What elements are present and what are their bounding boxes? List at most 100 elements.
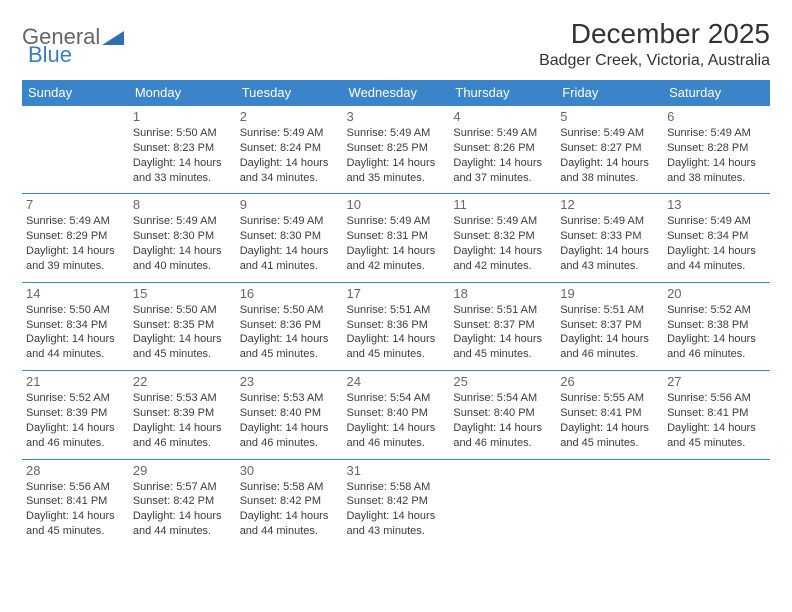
daylight-text-1: Daylight: 14 hours: [453, 244, 552, 259]
sunrise-text: Sunrise: 5:49 AM: [133, 214, 232, 229]
day-number: 29: [133, 463, 232, 478]
calendar-cell: 11Sunrise: 5:49 AMSunset: 8:32 PMDayligh…: [449, 194, 556, 282]
calendar-cell: 5Sunrise: 5:49 AMSunset: 8:27 PMDaylight…: [556, 106, 663, 194]
brand-triangle-icon: [102, 29, 124, 45]
day-number: 13: [667, 197, 766, 212]
calendar-body: 1 Sunrise: 5:50 AMSunset: 8:23 PMDaylight…: [22, 106, 770, 547]
sunrise-text: Sunrise: 5:50 AM: [26, 303, 125, 318]
day-number: 21: [26, 374, 125, 389]
calendar-week-row: 28 Sunrise: 5:56 AMSunset: 8:41 PM Dayligh…: [22, 459, 770, 547]
day-info: Sunrise: 5:49 AMSunset: 8:30 PMDaylight:…: [133, 214, 232, 273]
sunrise-text: Sunrise: 5:49 AM: [560, 126, 659, 141]
day-header: Sunday: [22, 80, 129, 106]
daylight-text-2: and 46 minutes.: [26, 436, 125, 451]
daylight-text-1: Daylight: 14 hours: [133, 244, 232, 259]
daylight-text-1: Daylight: 14 hours: [560, 156, 659, 171]
calendar-cell: 26Sunrise: 5:55 AMSunset: 8:41 PMDayligh…: [556, 371, 663, 459]
daylight-text-2: and 46 minutes.: [240, 436, 339, 451]
sunrise-text: Sunrise: 5:53 AM: [240, 391, 339, 406]
day-info: Sunrise: 5:56 AMSunset: 8:41 PMDaylight:…: [667, 391, 766, 450]
daylight-text-2: and 38 minutes.: [560, 171, 659, 186]
daylight-text-1: Daylight: 14 hours: [560, 332, 659, 347]
day-number: 14: [26, 286, 125, 301]
daylight-text-2: and 46 minutes.: [667, 347, 766, 362]
sunset-text: Sunset: 8:27 PM: [560, 141, 659, 156]
day-number: 8: [133, 197, 232, 212]
sunset-text: Sunset: 8:31 PM: [347, 229, 446, 244]
sunrise-text: Sunrise: 5:51 AM: [347, 303, 446, 318]
calendar-cell: 14 Sunrise: 5:50 AMSunset: 8:34 PMDayligh…: [22, 282, 129, 370]
daylight-text-1: Daylight: 14 hours: [560, 421, 659, 436]
day-info: Sunrise: 5:58 AMSunset: 8:42 PMDaylight:…: [240, 480, 339, 539]
calendar-week-row: 14Sunrise: 5:50 AMSunset: 8:34 PMDayligh…: [22, 282, 770, 370]
day-number: 31: [347, 463, 446, 478]
calendar-cell: 27Sunrise: 5:56 AMSunset: 8:41 PMDayligh…: [663, 371, 770, 459]
sunrise-text: Sunrise: 5:50 AM: [240, 303, 339, 318]
day-info: Sunrise: 5:52 AMSunset: 8:39 PMDaylight:…: [26, 391, 125, 450]
calendar-cell: 25Sunrise: 5:54 AMSunset: 8:40 PMDayligh…: [449, 371, 556, 459]
sunset-text: Sunset: 8:29 PM: [26, 229, 125, 244]
sunset-text: Sunset: 8:34 PM: [26, 318, 125, 333]
sunset-text: Sunset: 8:42 PM: [133, 494, 232, 509]
calendar-cell: 31Sunrise: 5:58 AMSunset: 8:42 PMDayligh…: [343, 459, 450, 547]
day-number: 3: [347, 109, 446, 124]
day-number: 9: [240, 197, 339, 212]
sunrise-text: Sunrise: 5:54 AM: [453, 391, 552, 406]
day-number: 18: [453, 286, 552, 301]
sunset-text: Sunset: 8:37 PM: [560, 318, 659, 333]
day-info: Sunrise: 5:49 AMSunset: 8:27 PMDaylight:…: [560, 126, 659, 185]
day-info: Sunrise: 5:49 AMSunset: 8:24 PMDaylight:…: [240, 126, 339, 185]
daylight-text-2: and 45 minutes.: [26, 524, 125, 539]
calendar-cell: 1 Sunrise: 5:50 AMSunset: 8:23 PMDaylight…: [129, 106, 236, 194]
day-info: Sunrise: 5:50 AMSunset: 8:36 PMDaylight:…: [240, 303, 339, 362]
daylight-text-1: Daylight: 14 hours: [240, 156, 339, 171]
daylight-text-2: and 40 minutes.: [133, 259, 232, 274]
day-info: Sunrise: 5:49 AMSunset: 8:31 PMDaylight:…: [347, 214, 446, 273]
calendar-head: SundayMondayTuesdayWednesdayThursdayFrid…: [22, 80, 770, 106]
day-info: Sunrise: 5:51 AMSunset: 8:37 PMDaylight:…: [453, 303, 552, 362]
calendar-week-row: 1 Sunrise: 5:50 AMSunset: 8:23 PMDaylight…: [22, 106, 770, 194]
daylight-text-1: Daylight: 14 hours: [667, 332, 766, 347]
calendar-cell: 17 Sunrise: 5:51 AMSunset: 8:36 PMDayligh…: [343, 282, 450, 370]
daylight-text-1: Daylight: 14 hours: [133, 332, 232, 347]
sunrise-text: Sunrise: 5:58 AM: [240, 480, 339, 495]
day-header: Wednesday: [343, 80, 450, 106]
calendar-page: General December 2025 Badger Creek, Vict…: [0, 0, 792, 547]
calendar-cell: 19Sunrise: 5:51 AMSunset: 8:37 PMDayligh…: [556, 282, 663, 370]
daylight-text-1: Daylight: 14 hours: [667, 421, 766, 436]
day-header: Thursday: [449, 80, 556, 106]
day-number: 28: [26, 463, 125, 478]
sunset-text: Sunset: 8:41 PM: [26, 494, 125, 509]
day-number: 17: [347, 286, 446, 301]
sunrise-text: Sunrise: 5:49 AM: [667, 214, 766, 229]
sunrise-text: Sunrise: 5:52 AM: [26, 391, 125, 406]
sunrise-text: Sunrise: 5:50 AM: [133, 303, 232, 318]
daylight-text-1: Daylight: 14 hours: [347, 421, 446, 436]
sunrise-text: Sunrise: 5:49 AM: [347, 126, 446, 141]
sunset-text: Sunset: 8:34 PM: [667, 229, 766, 244]
day-info: Sunrise: 5:55 AMSunset: 8:41 PMDaylight:…: [560, 391, 659, 450]
daylight-text-1: Daylight: 14 hours: [26, 332, 125, 347]
calendar-cell: [449, 459, 556, 547]
day-info: Sunrise: 5:50 AMSunset: 8:23 PMDaylight:…: [133, 126, 232, 185]
day-number: 7: [26, 197, 125, 212]
daylight-text-1: Daylight: 14 hours: [347, 509, 446, 524]
day-header: Saturday: [663, 80, 770, 106]
calendar-cell: [22, 106, 129, 194]
daylight-text-2: and 42 minutes.: [453, 259, 552, 274]
daylight-text-2: and 46 minutes.: [133, 436, 232, 451]
daylight-text-2: and 41 minutes.: [240, 259, 339, 274]
sunset-text: Sunset: 8:35 PM: [133, 318, 232, 333]
daylight-text-1: Daylight: 14 hours: [347, 332, 446, 347]
sunset-text: Sunset: 8:25 PM: [347, 141, 446, 156]
day-info: Sunrise: 5:51 AMSunset: 8:36 PMDaylight:…: [347, 303, 446, 362]
sunrise-text: Sunrise: 5:56 AM: [26, 480, 125, 495]
sunset-text: Sunset: 8:30 PM: [133, 229, 232, 244]
calendar-week-row: 7 Sunrise: 5:49 AM Sunset: 8:29 PM Daylight…: [22, 194, 770, 282]
sunrise-text: Sunrise: 5:49 AM: [347, 214, 446, 229]
sunset-text: Sunset: 8:42 PM: [347, 494, 446, 509]
daylight-text-2: and 43 minutes.: [347, 524, 446, 539]
day-header: Friday: [556, 80, 663, 106]
daylight-text-2: and 37 minutes.: [453, 171, 552, 186]
day-number: 1: [133, 109, 232, 124]
